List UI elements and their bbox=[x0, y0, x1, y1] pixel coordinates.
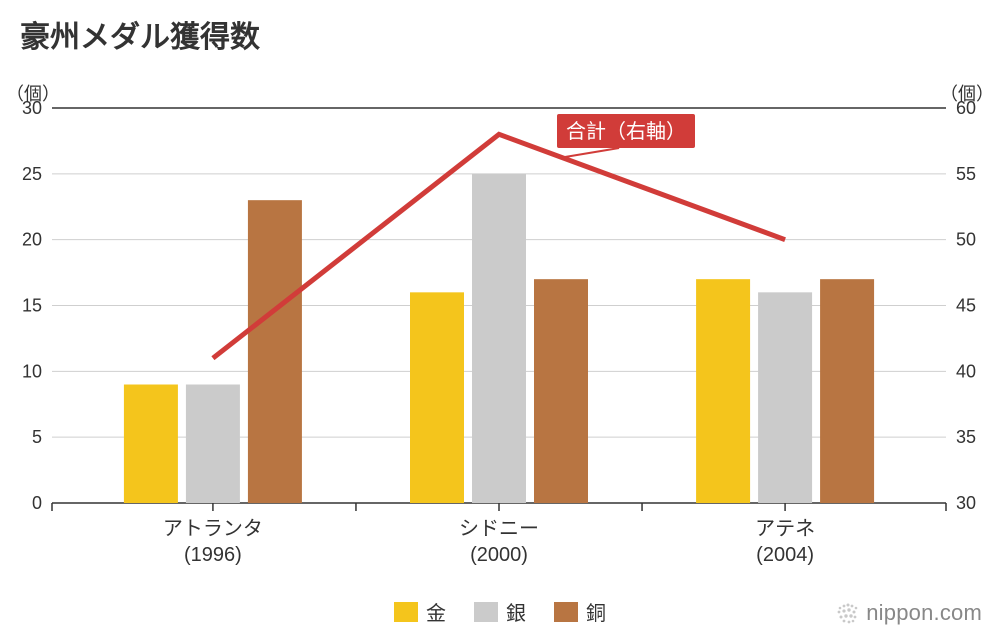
svg-text:60: 60 bbox=[956, 98, 976, 118]
svg-text:合計（右軸）: 合計（右軸） bbox=[566, 120, 686, 143]
svg-text:アトランタ: アトランタ bbox=[163, 517, 263, 540]
svg-text:アテネ: アテネ bbox=[755, 518, 815, 540]
legend-label: 銀 bbox=[506, 597, 526, 626]
svg-text:20: 20 bbox=[22, 230, 42, 250]
legend-label: 金 bbox=[426, 597, 446, 626]
legend-item-silver: 銀 bbox=[474, 597, 526, 626]
svg-text:(1996): (1996) bbox=[184, 544, 242, 566]
svg-text:(2004): (2004) bbox=[756, 544, 814, 566]
svg-text:30: 30 bbox=[22, 98, 42, 118]
svg-text:40: 40 bbox=[956, 361, 976, 381]
svg-text:(2000): (2000) bbox=[470, 544, 528, 566]
svg-text:シドニー: シドニー bbox=[459, 518, 539, 540]
legend-label: 銅 bbox=[586, 597, 606, 626]
svg-text:25: 25 bbox=[22, 164, 42, 184]
svg-text:35: 35 bbox=[956, 427, 976, 447]
legend-swatch bbox=[474, 602, 498, 622]
legend-item-bronze: 銅 bbox=[554, 597, 606, 626]
svg-text:50: 50 bbox=[956, 230, 976, 250]
brand-text: nippon.com bbox=[866, 600, 982, 626]
legend-item-gold: 金 bbox=[394, 597, 446, 626]
brand-icon bbox=[836, 602, 858, 624]
brand-watermark: nippon.com bbox=[836, 600, 982, 626]
svg-text:55: 55 bbox=[956, 164, 976, 184]
svg-text:45: 45 bbox=[956, 296, 976, 316]
legend-swatch bbox=[554, 602, 578, 622]
svg-text:15: 15 bbox=[22, 296, 42, 316]
svg-text:0: 0 bbox=[32, 493, 42, 513]
svg-text:10: 10 bbox=[22, 361, 42, 381]
legend-swatch bbox=[394, 602, 418, 622]
svg-text:30: 30 bbox=[956, 493, 976, 513]
chart-canvas: 0 30 5 35 10 40 15 45 20 50 25 55 30 60 アトランタ (1996) シドニ… bbox=[0, 0, 1000, 640]
svg-text:5: 5 bbox=[32, 427, 42, 447]
